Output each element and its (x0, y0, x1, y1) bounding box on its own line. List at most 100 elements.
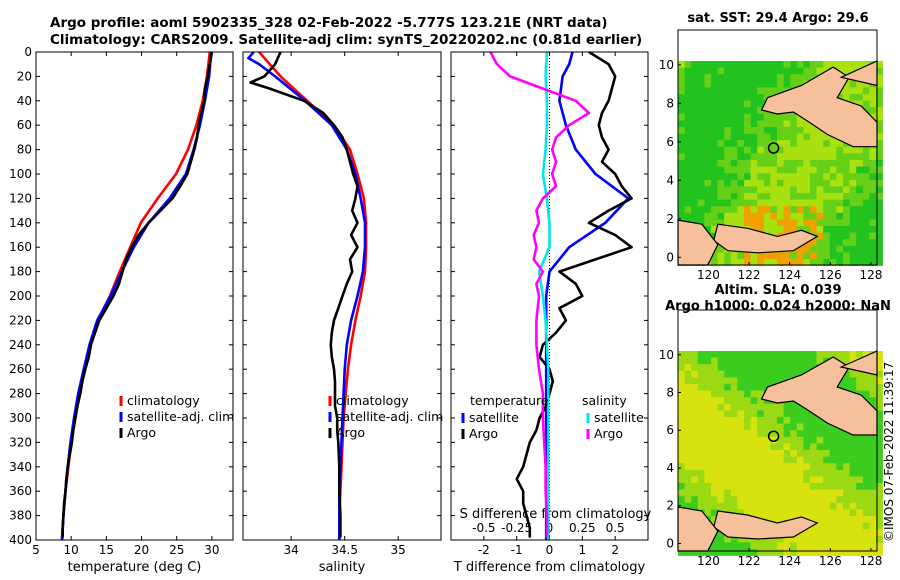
map-cell (730, 496, 738, 504)
map-cell (862, 232, 870, 240)
map-cell (790, 502, 798, 510)
map-cell (823, 212, 831, 220)
map-cell (757, 463, 765, 471)
map-cell (803, 74, 811, 82)
map-cell (770, 549, 778, 556)
map-cell (678, 166, 685, 174)
map-cell (697, 469, 705, 477)
map-cell (744, 219, 751, 227)
map-cell (691, 153, 699, 161)
map-cell (724, 489, 732, 497)
legend-label: Argo (594, 426, 623, 441)
map-cell (757, 489, 765, 497)
map-cell (849, 456, 857, 464)
map-cell (717, 179, 725, 187)
map-cell (737, 206, 745, 214)
map-frame (677, 29, 878, 266)
map-cell (856, 80, 864, 88)
map-cell (856, 463, 864, 471)
map-cell (717, 423, 725, 431)
map-cell (876, 219, 883, 227)
map-cell (829, 153, 837, 161)
map-cell (757, 496, 765, 504)
map-cell (684, 166, 692, 174)
map-cell (750, 179, 758, 187)
map-cell (684, 153, 692, 161)
map-cell (810, 193, 817, 200)
map-cell (697, 456, 705, 464)
map-cell (724, 410, 732, 418)
map-cell (829, 226, 837, 233)
map-cell (691, 456, 699, 464)
map-cell (757, 357, 765, 365)
map-cell (836, 456, 844, 464)
map-cell (803, 417, 811, 424)
map-x-tick-label: 124 (778, 554, 801, 568)
map-cell (810, 67, 817, 75)
map-cell (796, 483, 804, 490)
map-cell (678, 430, 685, 438)
map-cell (684, 351, 692, 358)
map-cell (869, 153, 877, 161)
map-cell (843, 245, 850, 253)
map-cell (697, 351, 705, 358)
map-cell (829, 535, 837, 543)
map-cell (717, 410, 725, 418)
map-cell (750, 166, 758, 174)
map-cell (876, 450, 883, 457)
map-cell (697, 450, 705, 457)
map-cell (737, 61, 745, 68)
map-cell (869, 199, 877, 207)
y-tick-label: 300 (9, 411, 32, 425)
map-cell (678, 74, 685, 82)
map-cell (790, 476, 798, 484)
map-cell (876, 67, 883, 75)
map-cell (829, 219, 837, 227)
map-cell (783, 120, 791, 128)
map-cell (730, 153, 738, 161)
map-cell (849, 259, 857, 266)
map-cell (796, 364, 804, 372)
map-cell (737, 509, 745, 517)
map-cell (876, 206, 883, 214)
map-cell (757, 364, 765, 372)
map-cell (796, 67, 804, 75)
map-cell (757, 146, 765, 154)
map-cell (744, 120, 751, 128)
map-cell (724, 259, 732, 266)
map-cell (783, 219, 791, 227)
map-cell (704, 390, 712, 398)
map-cell (783, 516, 791, 523)
map-cell (697, 61, 705, 68)
map-cell (856, 160, 864, 167)
map-cell (843, 377, 850, 385)
map-cell (724, 450, 732, 457)
map-cell (717, 456, 725, 464)
map-cell (869, 529, 877, 537)
map-cell (704, 469, 712, 477)
map-cell (717, 436, 725, 444)
map-cell (829, 450, 837, 457)
map-cell (737, 364, 745, 372)
map-cell (684, 94, 692, 101)
map-cell (783, 153, 791, 161)
map-cell (724, 496, 732, 504)
map-cell (763, 469, 771, 477)
map-cell (757, 549, 765, 556)
map-cell (836, 483, 844, 490)
map-cell (790, 67, 798, 75)
map-cell (678, 113, 685, 121)
map-cell (750, 469, 758, 477)
map-cell (790, 61, 798, 68)
map-cell (697, 113, 705, 121)
map-cell (790, 549, 798, 556)
map-y-tick-label: 10 (659, 58, 674, 72)
legend-label: Argo (127, 425, 156, 440)
map-cell (876, 160, 883, 167)
map-cell (724, 107, 732, 115)
map-cell (704, 496, 712, 504)
map-cell (684, 193, 692, 200)
legend-title-salinity: salinity (582, 393, 627, 408)
map-cell (843, 160, 850, 167)
